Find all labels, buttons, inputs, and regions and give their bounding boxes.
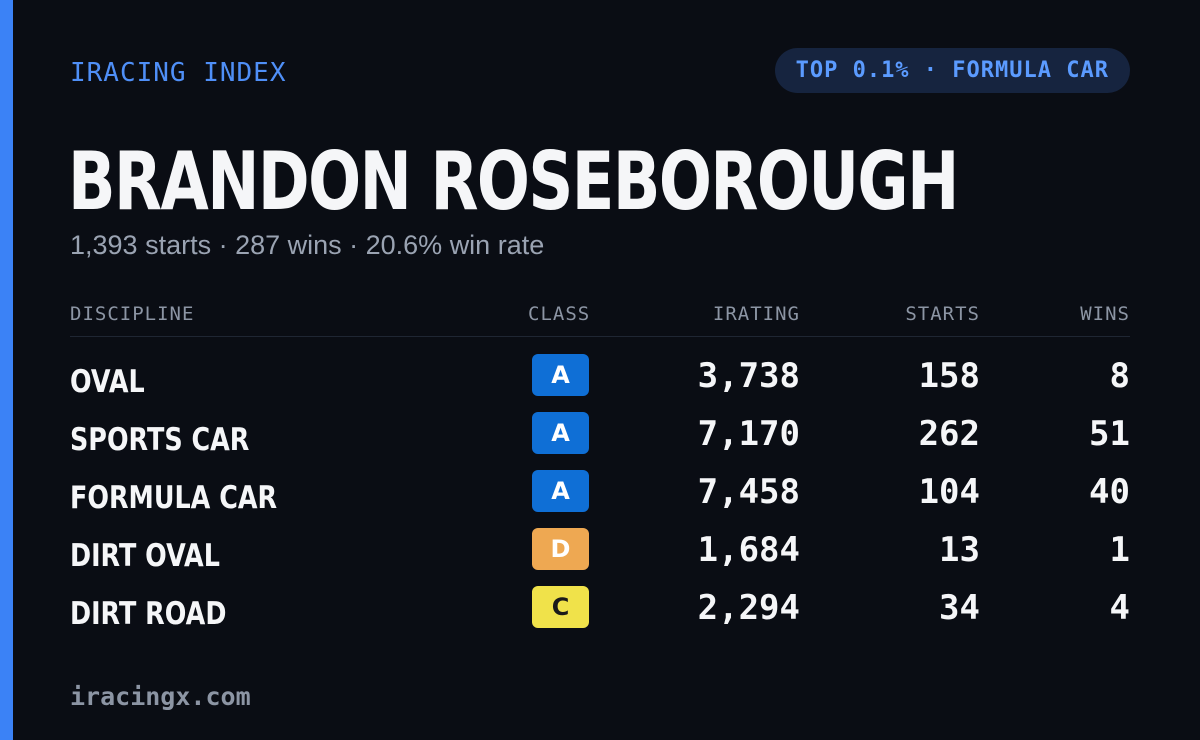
column-header-class: CLASS (528, 303, 591, 325)
starts-value: 13 (939, 530, 980, 570)
wins-value: 40 (1089, 472, 1130, 512)
starts-value: 34 (939, 588, 980, 628)
starts-value: 262 (918, 414, 980, 454)
wins-value: 51 (1089, 414, 1130, 454)
brand-label: IRACING INDEX (70, 58, 287, 88)
starts-value: 104 (918, 472, 980, 512)
table-row: DIRT ROAD C 2,294 34 4 (0, 586, 1200, 644)
discipline-name: OVAL (70, 364, 145, 400)
discipline-name: FORMULA CAR (70, 480, 278, 516)
class-badge: C (532, 586, 589, 628)
discipline-name: DIRT ROAD (70, 596, 227, 632)
irating-value: 2,294 (697, 588, 800, 628)
rank-badge: TOP 0.1% · FORMULA CAR (774, 48, 1130, 93)
driver-name: BRANDON ROSEBOROUGH (68, 135, 959, 228)
header-divider (70, 336, 1130, 337)
table-row: DIRT OVAL D 1,684 13 1 (0, 528, 1200, 586)
table-row: OVAL A 3,738 158 8 (0, 354, 1200, 412)
column-header-starts: STARTS (905, 303, 980, 325)
class-badge: A (532, 412, 589, 454)
footer-site: iracingx.com (70, 682, 251, 711)
wins-value: 4 (1109, 588, 1130, 628)
table-row: FORMULA CAR A 7,458 104 40 (0, 470, 1200, 528)
class-badge: A (532, 470, 589, 512)
irating-value: 7,458 (697, 472, 800, 512)
column-header-irating: IRATING (712, 303, 800, 325)
wins-value: 1 (1109, 530, 1130, 570)
class-badge: A (532, 354, 589, 396)
irating-value: 1,684 (697, 530, 800, 570)
discipline-name: DIRT OVAL (70, 538, 220, 574)
starts-value: 158 (918, 356, 980, 396)
wins-value: 8 (1109, 356, 1130, 396)
table-row: SPORTS CAR A 7,170 262 51 (0, 412, 1200, 470)
column-header-discipline: DISCIPLINE (70, 303, 195, 325)
driver-summary: 1,393 starts · 287 wins · 20.6% win rate (70, 230, 545, 260)
column-header-wins: WINS (1080, 303, 1130, 325)
irating-value: 3,738 (697, 356, 800, 396)
accent-bar (0, 0, 13, 740)
discipline-name: SPORTS CAR (70, 422, 250, 458)
irating-value: 7,170 (697, 414, 800, 454)
class-badge: D (532, 528, 589, 570)
